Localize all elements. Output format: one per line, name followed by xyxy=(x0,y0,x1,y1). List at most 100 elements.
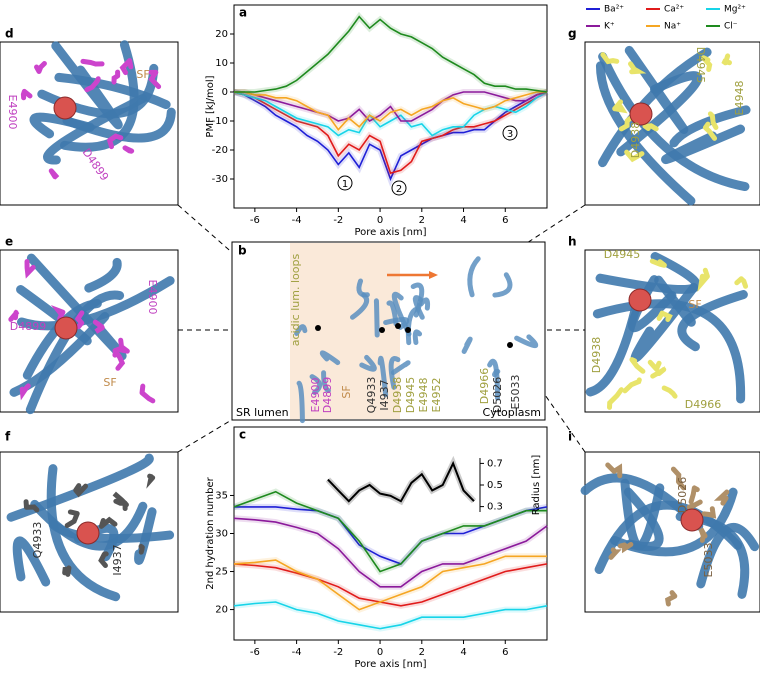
helix-ribbon xyxy=(391,291,412,337)
helix-ribbon xyxy=(59,40,139,152)
residue-sticks xyxy=(617,541,634,554)
panel-letter: i xyxy=(568,430,572,444)
x-tick-label: 4 xyxy=(460,647,466,658)
y-axis-label: 2nd hydration number xyxy=(205,476,216,589)
x-tick-label: 6 xyxy=(502,647,508,658)
ion-sphere xyxy=(76,521,100,545)
helix-ribbon xyxy=(296,380,305,424)
residue-sticks xyxy=(148,69,162,90)
helix-ribbon xyxy=(294,324,308,336)
x-tick-label: 0 xyxy=(377,215,383,226)
residue-sticks xyxy=(23,499,40,513)
y-tick-label: 0 xyxy=(222,87,228,98)
x-tick-label: -6 xyxy=(250,215,260,226)
y-tick-label: -30 xyxy=(212,174,228,185)
legend-label: K⁺ xyxy=(604,22,615,32)
helix-ribbon xyxy=(54,72,171,110)
y-tick-label: 10 xyxy=(215,58,228,69)
helix-ribbon xyxy=(51,41,123,130)
series-line xyxy=(233,517,548,588)
residue-sticks xyxy=(107,133,124,150)
annotation-circle xyxy=(337,175,353,191)
residue-label: D4966 xyxy=(478,368,491,404)
x-tick-label: -2 xyxy=(333,215,343,226)
x-tick-label: 2 xyxy=(419,647,425,658)
residue-sticks xyxy=(628,61,647,75)
helix-ribbon xyxy=(321,370,331,394)
helix-ribbon xyxy=(12,536,51,587)
y-tick-label: 20 xyxy=(215,605,228,616)
anchor-dot xyxy=(507,342,513,348)
series-line xyxy=(327,460,475,503)
x-axis-label: Pore axis [nm] xyxy=(354,659,426,669)
panel-letter: e xyxy=(5,235,13,249)
residue-label: E4900 xyxy=(146,280,159,315)
y-tick-label: -20 xyxy=(212,145,228,156)
y-tick-label: 35 xyxy=(215,490,228,501)
residue-label: E4948 xyxy=(417,378,430,413)
residue-sticks xyxy=(707,111,719,130)
residue-sticks xyxy=(64,509,80,529)
residue-sticks xyxy=(138,543,145,555)
series-line xyxy=(234,91,548,123)
helix-ribbon xyxy=(319,350,341,366)
residue-sticks xyxy=(650,366,667,379)
helix-ribbon xyxy=(405,307,418,346)
residue-sticks xyxy=(661,385,678,399)
annotation: 3 xyxy=(507,129,513,140)
residue-label: I4937 xyxy=(378,379,391,410)
y-tick-label: 25 xyxy=(215,567,228,578)
x-tick-label: -4 xyxy=(292,647,302,658)
residue-label: E4900 xyxy=(6,95,19,130)
residue-sticks xyxy=(713,489,730,506)
helix-ribbon xyxy=(42,94,148,165)
residue-sticks xyxy=(600,52,620,65)
residue-label: Q4933 xyxy=(31,522,44,559)
helix-ribbon xyxy=(595,252,701,294)
helix-ribbon xyxy=(467,256,481,298)
residue-sticks xyxy=(622,377,642,394)
ion-sphere xyxy=(680,508,704,532)
residue-sticks xyxy=(19,383,31,401)
helix-ribbon xyxy=(412,295,425,320)
helix-ribbon xyxy=(677,290,748,352)
ion-sphere xyxy=(628,288,652,312)
anchor-dot xyxy=(405,327,411,333)
helix-ribbon xyxy=(669,105,751,148)
helix-ribbon xyxy=(492,272,513,298)
residue-sticks xyxy=(624,149,645,163)
x-tick-label: 6 xyxy=(502,215,508,226)
residue-sticks xyxy=(50,305,66,322)
residue-sticks xyxy=(24,259,36,279)
ion-sphere xyxy=(629,102,653,126)
y-tick-label: -10 xyxy=(212,116,228,127)
residue-sticks xyxy=(607,387,624,410)
helix-ribbon xyxy=(359,354,377,372)
panel-letter: f xyxy=(5,430,11,444)
residue-sticks xyxy=(20,88,33,101)
residue-label: E4952 xyxy=(430,378,443,413)
image-panel xyxy=(584,41,760,206)
residue-sticks xyxy=(62,565,72,577)
residue-sticks xyxy=(146,473,156,489)
residue-sticks xyxy=(629,357,646,374)
helix-ribbon xyxy=(377,355,389,398)
annotation-circle xyxy=(391,180,407,196)
y-axis-label: Radius [nm] xyxy=(531,455,542,516)
residue-sticks xyxy=(8,309,20,322)
helix-ribbon xyxy=(630,282,699,363)
anchor-dot xyxy=(379,327,385,333)
residue-label: I4937 xyxy=(111,544,124,575)
y-tick-label: 0.5 xyxy=(487,480,503,491)
legend-label: Ca²⁺ xyxy=(664,5,684,15)
residue-label: D5026 xyxy=(676,477,689,513)
residue-label: SF xyxy=(340,385,353,398)
helix-ribbon xyxy=(16,276,175,331)
y-tick-label: 0.3 xyxy=(487,502,503,513)
residue-sticks xyxy=(608,547,622,560)
residue-sticks xyxy=(84,76,101,93)
x-axis-label: Pore axis [nm] xyxy=(354,227,426,238)
helix-ribbon xyxy=(6,453,154,522)
panel-letter: g xyxy=(568,27,577,41)
